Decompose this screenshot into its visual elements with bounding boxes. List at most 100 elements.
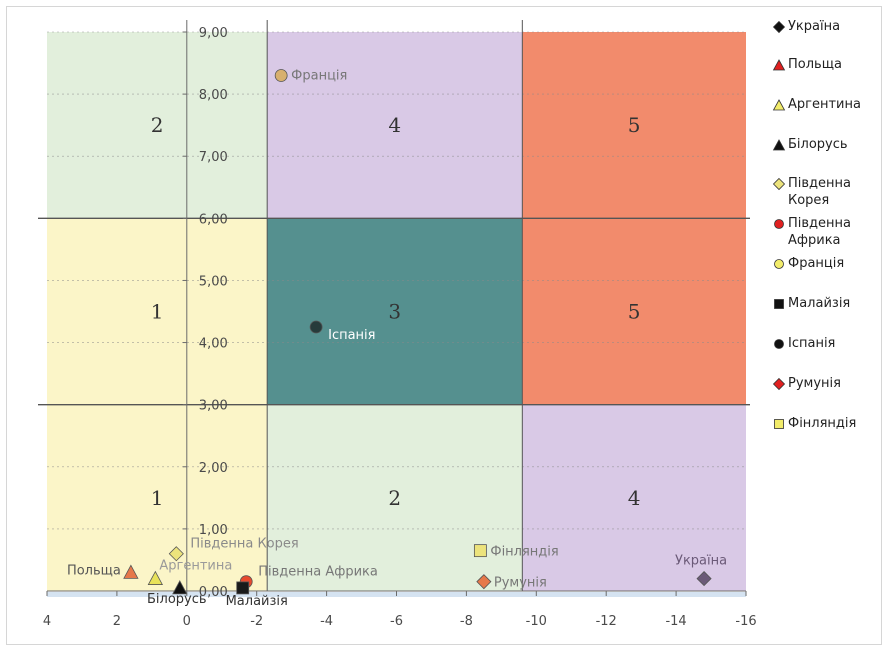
y-tick-label: 5,00 [199,274,228,289]
legend-marker [772,177,786,191]
data-point-label: Малайзія [226,594,288,609]
legend-marker-shape [772,99,786,111]
data-point-marker [168,546,184,562]
legend-marker [774,299,784,309]
data-point-label: Фінляндія [490,545,558,560]
x-tick-label: -12 [596,614,617,629]
legend-label: Франція [788,256,845,271]
legend-label: Іспанія [788,336,836,351]
legend-item: Аргентина [772,96,880,113]
data-point-label: Україна [675,554,727,569]
data-point-marker [473,544,487,558]
y-tick-label: 6,00 [199,212,228,227]
x-tick-label: -16 [735,614,756,629]
legend-label: Малайзія [788,296,851,311]
x-tick-label: -6 [390,614,403,629]
legend-marker [774,419,784,429]
data-point-marker [696,571,712,587]
data-point-marker [123,564,139,579]
legend-label: Польща [788,57,842,72]
legend-marker-shape [772,139,786,151]
data-point-marker [147,570,164,585]
x-tick-label: -4 [320,614,333,629]
y-tick-label: 1,00 [199,523,228,538]
zone-number-label: 1 [151,486,164,510]
zone-number-label: 3 [388,300,401,324]
zone-number-label: 4 [388,113,401,137]
zone-number-label: 2 [388,486,401,510]
x-tick-label: -8 [460,614,473,629]
legend-item: Франція [772,255,880,272]
data-point-marker [274,69,288,82]
zone-7 [47,404,268,591]
x-tick-label: 4 [43,614,51,629]
legend-label: Аргентина [788,97,861,112]
data-point-marker [476,574,492,590]
legend-marker-shape [772,177,786,191]
legend-marker [772,99,786,111]
y-tick-label: 8,00 [199,88,228,103]
points-layer: Україна Польща Аргентина Білорусь Південна К… [67,68,727,608]
legend-marker [772,377,786,391]
zone-number-label: 2 [151,113,164,137]
grid-layer [38,20,750,591]
legend-item: Білорусь [772,136,880,153]
zone-5 [267,218,523,405]
legend-item: Польща [772,56,880,73]
data-point-label: Південна Африка [258,565,378,580]
data-point-label: Франція [291,68,347,83]
legend-marker-shape [774,259,784,269]
zone-number-label: 5 [628,113,641,137]
legend-marker-shape [774,219,784,229]
data-point-label: Румунія [494,576,547,591]
legend-marker-shape [772,20,786,34]
legend-label: Білорусь [788,137,848,152]
legend-marker [774,219,784,229]
legend-item: Малайзія [772,295,880,312]
legend-item: Південна Африка [772,215,880,249]
legend-marker [774,339,784,349]
zone-3 [522,32,746,219]
zone-number-label: 1 [151,300,164,324]
legend-item: Україна [772,18,880,35]
legend-item: Румунія [772,375,880,392]
y-tick-label: 7,00 [199,150,228,165]
x-tick-label: -2 [250,614,263,629]
zone-number-label: 5 [628,300,641,324]
x-tick-label: -14 [665,614,686,629]
legend-marker-shape [772,377,786,391]
zone-8 [267,404,523,591]
legend-marker [772,139,786,151]
legend-marker-shape [772,59,786,71]
legend-label: Південна Африка [788,216,852,248]
legend-label: Румунія [788,376,841,391]
legend-label: Фінляндія [788,416,857,431]
zone-2 [267,32,523,219]
data-point-label: Польща [67,563,121,578]
y-tick-label: 0,00 [199,585,228,600]
x-tick-label: 2 [113,614,121,629]
zone-6 [522,218,746,405]
legend-label: Південна Корея [788,176,852,208]
y-tick-label: 3,00 [199,399,228,414]
legend-marker [772,59,786,71]
data-point-label: Білорусь [147,592,207,607]
data-point-label: Південна Корея [190,537,298,552]
legend-marker-shape [774,339,784,349]
legend-item: Іспанія [772,335,880,352]
data-point-label: Аргентина [159,559,232,574]
data-point-marker [236,581,250,595]
legend-marker-shape [774,419,784,429]
legend-item: Південна Корея [772,175,880,209]
x-tick-label: -10 [526,614,547,629]
data-point-marker [172,580,188,595]
data-point-label: Іспанія [328,328,375,343]
legend-label: Україна [788,19,841,34]
legend-marker [772,20,786,34]
legend-item: Фінляндія [772,415,880,432]
zone-number-label: 4 [628,486,641,510]
zone-1 [47,32,268,219]
zone-9 [522,404,746,591]
data-point-marker [309,320,323,334]
